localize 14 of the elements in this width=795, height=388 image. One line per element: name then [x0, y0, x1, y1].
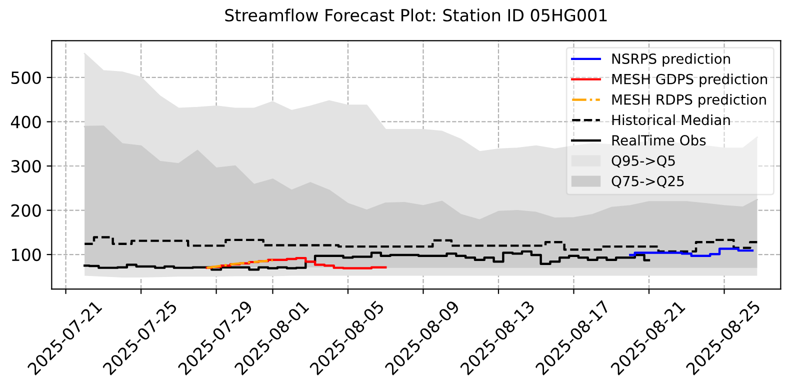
chart-title: Streamflow Forecast Plot: Station ID 05HG001 — [225, 8, 607, 22]
y-tick-label: 500 — [11, 71, 41, 84]
legend-label: MESH GDPS prediction — [612, 74, 768, 88]
y-tick-label: 200 — [11, 204, 41, 217]
y-tick-label: 400 — [10, 116, 41, 128]
legend-label: MESH RDPS prediction — [612, 94, 766, 108]
legend-label: Q95->Q5 — [612, 155, 675, 168]
legend-label: Historical Median — [612, 114, 730, 126]
y-tick-label: 300 — [11, 160, 41, 173]
legend-label: Q75->Q25 — [612, 176, 684, 188]
legend-label: RealTime Obs — [612, 134, 706, 146]
legend-label: NSRPS prediction — [612, 53, 730, 67]
line-series — [206, 259, 274, 269]
y-tick-label: 100 — [12, 248, 41, 262]
